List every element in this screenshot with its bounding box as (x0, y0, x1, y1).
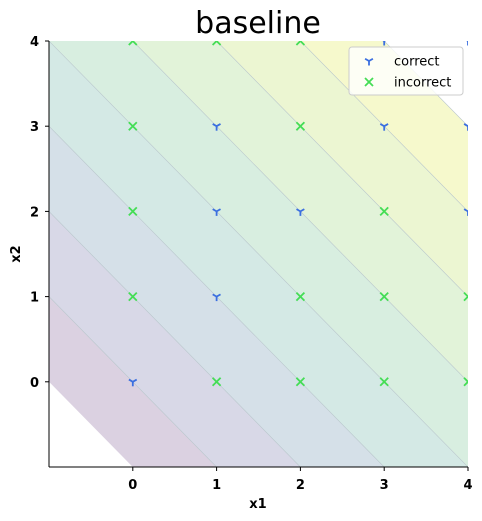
incorrect-point (379, 206, 389, 217)
axes: 0 1 2 3 4 0 1 2 3 4 (30, 35, 473, 493)
x-axis-label: x1 (249, 497, 266, 512)
correct-point (466, 41, 468, 46)
correct-point (382, 41, 387, 46)
incorrect-point (128, 41, 138, 46)
contour-line (216, 41, 468, 298)
y-tick-label: 3 (30, 120, 39, 135)
incorrect-point (128, 291, 138, 302)
incorrect-point (463, 291, 468, 302)
x-tick-label: 1 (212, 478, 221, 493)
correct-point (296, 208, 305, 216)
y-axis-label: x2 (9, 245, 24, 262)
incorrect-point (128, 206, 138, 217)
correct-point (379, 123, 389, 131)
legend-label-correct: correct (394, 55, 440, 70)
x-tick-label: 3 (380, 478, 389, 493)
incorrect-point (295, 377, 306, 387)
x-tick-label: 0 (128, 478, 137, 493)
correct-point (463, 123, 468, 131)
contour-line (49, 210, 301, 467)
legend-marker-correct (364, 57, 374, 66)
incorrect-point (128, 121, 138, 131)
legend-box (348, 46, 464, 96)
correct-point (212, 123, 221, 131)
x-tick-label: 4 (463, 478, 472, 493)
incorrect-point (211, 377, 222, 387)
correct-point (212, 293, 221, 302)
incorrect-point (379, 377, 389, 387)
correct-point (128, 378, 138, 387)
x-tick-label: 2 (296, 478, 305, 493)
incorrect-point (295, 121, 306, 131)
incorrect-point (211, 41, 222, 46)
legend-marker-incorrect (364, 77, 374, 87)
incorrect-point (295, 41, 306, 46)
chart-title: baseline (195, 6, 321, 41)
y-tick-label: 2 (30, 205, 39, 220)
incorrect-point (463, 377, 468, 387)
correct-point (463, 208, 468, 216)
incorrect-point (379, 291, 389, 302)
incorrect-point (295, 291, 306, 302)
correct-point (212, 208, 221, 216)
legend-label-incorrect: incorrect (394, 76, 451, 91)
scatter-points (128, 41, 468, 387)
y-tick-label: 1 (30, 291, 39, 306)
y-tick-label: 0 (30, 376, 39, 391)
y-tick-label: 4 (30, 35, 39, 50)
legend: correct incorrect (348, 46, 464, 96)
